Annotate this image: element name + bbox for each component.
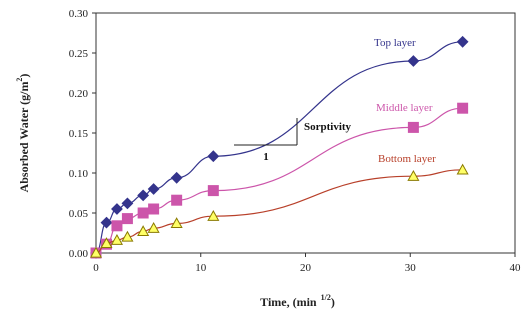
bottom-layer-marker [170,217,183,229]
x-axis-label: Time, (min 1/2) [260,293,335,309]
x-tick-label: 20 [300,262,312,274]
middle-layer-marker [207,185,219,197]
middle-layer-marker [171,194,183,206]
plot-frame [95,12,516,254]
y-axis-label-main: Absorbed Water (g/m [17,82,31,193]
bottom-layer-marker [207,209,220,221]
y-axis-label: Absorbed Water (g/m2) [15,74,31,193]
top-layer-marker [137,189,150,202]
top-layer-marker [111,203,123,215]
middle-layer-marker [121,213,133,225]
top-layer-marker [170,171,183,184]
y-tick-label: 0.15 [69,128,89,140]
middle-layer-marker [137,207,149,219]
sorptivity-unit-label: 1 [263,151,269,163]
top-layer-marker [100,216,113,229]
top-layer-marker [121,197,134,210]
x-axis-label-exponent: 1/2 [321,293,331,302]
top-layer-marker [207,150,220,163]
bottom-layer-marker [147,221,160,233]
y-tick-label: 0.30 [69,8,89,20]
bottom-layer-marker [121,230,134,242]
series-label-middle-layer: Middle layer [376,102,433,114]
x-axis-label-close: ) [331,295,335,309]
x-axis-label-main: Time, (min [260,295,317,309]
y-tick-label: 0.05 [69,208,89,220]
top-layer-marker [407,55,420,67]
x-tick-label: 40 [510,262,522,274]
middle-layer-marker [111,220,123,232]
x-tick-label: 0 [93,262,99,274]
y-axis-label-close: ) [17,74,31,78]
x-tick-label: 30 [405,262,417,274]
x-tick-label: 10 [195,262,207,274]
middle-layer-marker [457,102,469,114]
bottom-layer-marker [456,163,469,175]
middle-layer-marker [148,203,160,215]
y-tick-label: 0.20 [69,88,89,100]
y-tick-label: 0.25 [69,48,89,60]
bottom-layer-marker [89,246,103,258]
y-axis-label-exponent: 2 [15,78,24,82]
top-layer-marker [456,35,469,48]
bottom-layer-marker [407,169,420,181]
series-label-bottom-layer: Bottom layer [378,153,436,165]
y-tick-label: 0.10 [69,168,89,180]
bottom-layer-marker [100,237,113,249]
bottom-layer-marker [110,233,123,245]
top-layer-marker [147,183,160,195]
plot-layer: 0.00 0.05 0.10 0.15 0.20 0.25 0.30 0 10 20 30 40 Tim… [15,8,521,309]
series-label-top-layer: Top layer [374,37,416,49]
sorptivity-label: Sorptivity [304,121,352,133]
bottom-layer-marker [137,225,150,237]
y-tick-label: 0.00 [69,248,89,260]
top-layer-line [95,41,463,254]
middle-layer-marker [407,121,419,133]
